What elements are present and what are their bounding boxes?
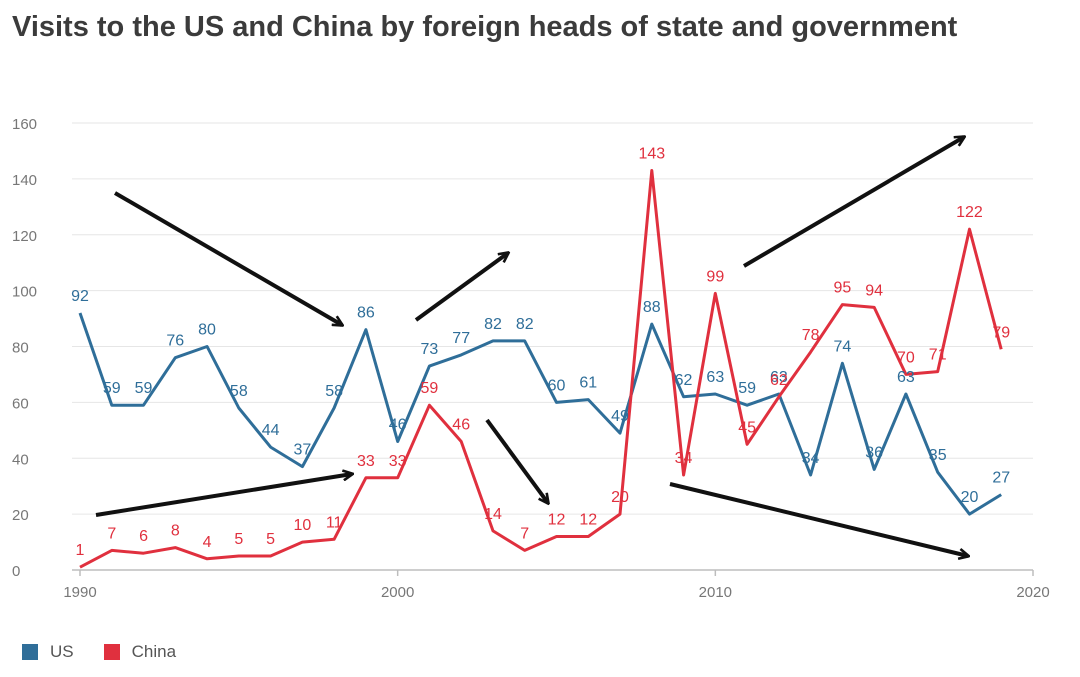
data-label-us: 86 [357,305,375,322]
legend-item-us: US [22,642,74,662]
data-label-china: 4 [203,534,212,551]
trend-arrow [95,474,352,517]
y-tick-label: 40 [12,451,29,468]
trend-arrow [742,137,964,268]
data-label-china: 46 [452,416,470,433]
data-label-us: 76 [166,333,184,350]
data-label-us: 62 [675,372,693,389]
data-label-china: 70 [897,349,915,366]
legend-swatch-us [22,644,38,660]
legend: US China [22,642,206,662]
data-label-us: 44 [262,422,280,439]
data-label-china: 6 [139,528,148,545]
y-tick-label: 140 [12,172,37,189]
data-label-china: 1 [76,542,85,559]
data-label-us: 80 [198,322,216,339]
data-label-china: 5 [266,531,275,548]
data-label-china: 78 [802,327,820,344]
data-label-us: 88 [643,299,661,316]
data-label-china: 99 [706,268,724,285]
data-label-us: 82 [516,316,534,333]
data-label-us: 77 [452,330,470,347]
y-tick-label: 60 [12,395,29,412]
data-label-us: 59 [103,380,121,397]
data-label-us: 92 [71,288,89,305]
data-label-us: 73 [421,341,439,358]
x-tick-label: 2020 [1016,584,1049,601]
x-tick-label: 2010 [699,584,732,601]
data-label-us: 63 [770,369,788,386]
trend-arrows [95,137,968,556]
trend-arrow [485,418,548,503]
data-label-china: 12 [548,511,566,528]
data-label-china: 33 [389,453,407,470]
data-label-china: 33 [357,453,375,470]
data-label-china: 8 [171,523,180,540]
data-label-china: 7 [107,525,116,542]
data-label-us: 61 [579,375,597,392]
data-label-us: 34 [802,450,820,467]
data-label-china: 5 [234,531,243,548]
data-label-us: 74 [834,338,852,355]
legend-item-china: China [103,642,177,662]
data-label-china: 62 [770,372,788,389]
data-label-china: 10 [293,517,311,534]
x-tick-label: 2000 [381,584,414,601]
data-label-us: 82 [484,316,502,333]
data-label-china: 79 [992,324,1010,341]
data-label-china: 7 [520,525,529,542]
data-label-china: 14 [484,506,502,523]
legend-label-us: US [50,642,74,661]
data-label-china: 12 [579,511,597,528]
data-label-us: 36 [865,444,883,461]
trend-arrow [414,253,508,322]
chart-title: Visits to the US and China by foreign he… [12,11,958,43]
data-label-china: 143 [638,145,665,162]
data-label-china: 34 [675,450,693,467]
data-label-us: 59 [135,380,153,397]
data-label-china: 94 [865,282,883,299]
y-tick-label: 100 [12,284,37,301]
legend-label-china: China [131,642,177,661]
data-label-us: 35 [929,447,947,464]
x-tick-label: 1990 [63,584,96,601]
y-tick-label: 160 [12,116,37,133]
data-label-china: 71 [929,347,947,364]
data-label-us: 37 [293,442,311,459]
series-line-us [78,312,1002,516]
data-label-us: 58 [325,383,343,400]
data-label-china: 20 [611,489,629,506]
data-label-us: 63 [706,369,724,386]
data-label-us: 59 [738,380,756,397]
trend-arrow [113,191,342,325]
data-label-us: 58 [230,383,248,400]
data-label-us: 49 [611,408,629,425]
trend-arrow [669,482,968,556]
series-lines [78,169,1003,569]
data-label-china: 45 [738,419,756,436]
gridlines [72,122,1033,571]
data-label-us: 60 [548,377,566,394]
data-label-china: 122 [956,204,983,221]
y-tick-label: 20 [12,507,29,524]
y-tick-label: 120 [12,228,37,245]
data-label-us: 63 [897,369,915,386]
y-tick-label: 80 [12,340,29,357]
legend-swatch-china [103,644,120,660]
data-label-china: 11 [326,514,343,531]
y-tick-label: 0 [12,563,20,580]
data-label-china: 95 [834,280,852,297]
data-label-china: 59 [421,380,439,397]
data-label-us: 46 [389,416,407,433]
series-line-china [79,169,1003,569]
data-label-us: 20 [961,489,979,506]
data-label-us: 27 [992,470,1010,487]
